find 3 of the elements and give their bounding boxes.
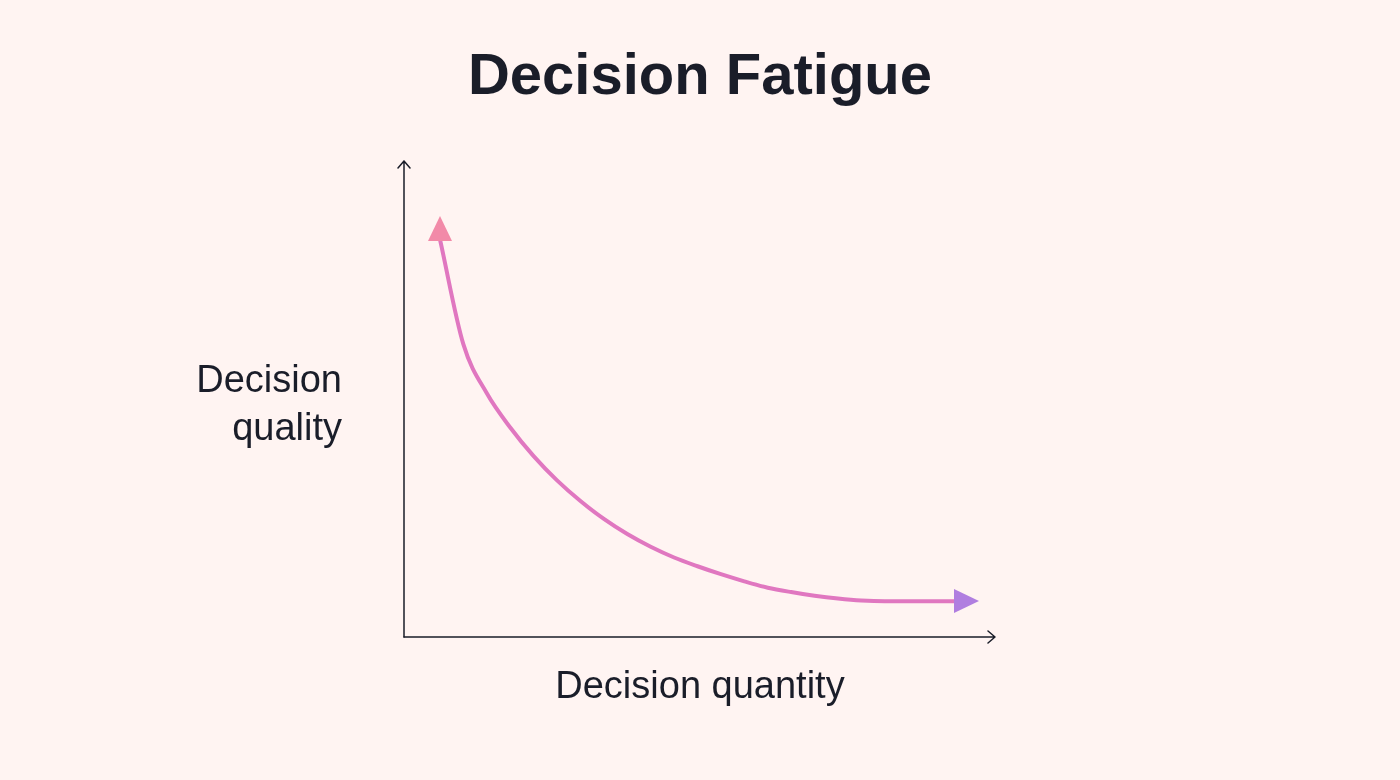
- chart-title: Decision Fatigue: [466, 40, 934, 107]
- x-axis-title: Decision quantity: [554, 664, 846, 707]
- y-axis-title: Decision quality: [195, 357, 342, 450]
